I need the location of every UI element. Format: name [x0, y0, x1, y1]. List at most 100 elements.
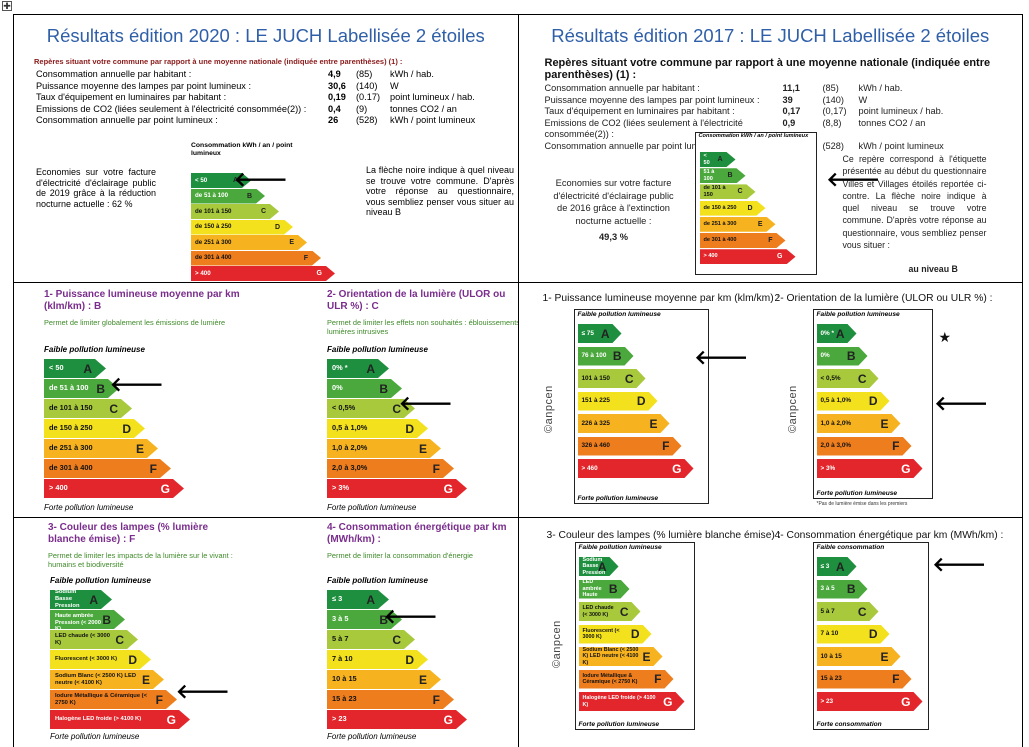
scale-bar-letter: D: [868, 627, 878, 641]
stat-unit: tonnes CO2 / an: [858, 117, 926, 128]
q4-2017-scale: Faible consommation Forte consommation ≤…: [812, 542, 929, 730]
scale-bar-label: > 23: [820, 697, 834, 705]
economies-2017: Economies sur votre facture d'électricit…: [551, 177, 677, 244]
scale-bar-label: de 251 à 300: [49, 443, 93, 453]
scale-bar-label: Sodium LED ambrée Haute Pression: [582, 579, 606, 605]
scale-bar-e: de 251 à 300 E: [44, 439, 158, 458]
scale-bar-a: < 50 A: [700, 152, 736, 167]
scale-bar-letter: D: [405, 652, 414, 667]
stat-label: Consommation annuelle par habitant :: [36, 69, 192, 79]
q4-2020-faible: Faible pollution lumineuse: [327, 576, 428, 585]
scale-bar-letter: B: [846, 349, 856, 363]
scale-bar-label: 5 à 7: [332, 634, 349, 644]
scale-bar-label: Sodium Basse Pression: [582, 556, 606, 576]
q1-2020-forte: Forte pollution lumineuse: [44, 503, 134, 512]
scale-bar-label: Iodure Métallique & Céramique (< 2750 K): [55, 692, 147, 706]
q1-2020-title: 1- Puissance lumineuse moyenne par km (k…: [44, 289, 240, 312]
stat-value: 26: [328, 115, 339, 125]
scale-bar-label: 3 à 5: [820, 585, 835, 593]
scale-bar-g: Halogène LED froide (> 4100 K) G: [579, 692, 685, 711]
stat-value: 0,19: [328, 92, 346, 102]
arrow-left-icon: 🡐: [176, 681, 230, 703]
q4-2017-forte: Forte consommation: [816, 721, 882, 728]
title-2017: Résultats édition 2017 : LE JUCH Labelli…: [551, 25, 990, 46]
move-handle-icon[interactable]: ✚: [2, 1, 12, 11]
scale-bar-g: > 460 G: [578, 459, 694, 478]
scale-bar-letter: A: [89, 592, 98, 607]
scale-bar-b: 76 à 100 B: [578, 347, 634, 366]
scale-bar-d: de 150 à 250 D: [191, 220, 293, 235]
scale-bar-d: Fluorescent (< 3000 K) D: [50, 650, 151, 669]
star-icon: ★: [938, 329, 952, 345]
scale-bar-letter: F: [768, 237, 773, 244]
scale-bar-a: ≤ 75 A: [578, 324, 622, 343]
stat-unit: kWh / point lumineux: [390, 115, 476, 125]
scale-bar-letter: G: [443, 712, 453, 727]
scale-bar-letter: A: [232, 177, 238, 184]
q3-2020-faible: Faible pollution lumineuse: [50, 576, 151, 585]
stat-value: 0,4: [328, 103, 341, 114]
scale-bar-label: de 301 à 400: [195, 254, 232, 262]
scale-bar-label: 0,5 à 1,0%: [332, 423, 368, 433]
stat-value: 39: [782, 94, 793, 105]
scale-bar-d: 7 à 10 D: [817, 625, 890, 644]
q4-2020-forte: Forte pollution lumineuse: [327, 732, 417, 741]
scale-bar-label: 7 à 10: [332, 654, 353, 664]
stats-header-2020: Repères situant votre commune par rappor…: [34, 57, 403, 66]
scale-bar-label: LED chaude (< 3000 K): [55, 632, 110, 646]
scale-bar-label: de 150 à 250: [49, 423, 93, 433]
scale-bar-a: ≤ 3 A: [817, 557, 857, 576]
cell-2017-q1-q2: 1- Puissance lumineuse moyenne par km (k…: [517, 282, 1023, 518]
scale-bar-letter: G: [901, 461, 911, 476]
q4-2020-title: 4- Consommation énergétique par km (MWh/…: [327, 522, 507, 545]
scale-bar-label: de 51 à 100: [195, 192, 229, 200]
scale-bar-letter: G: [663, 694, 673, 709]
scale-bar-letter: A: [835, 326, 845, 341]
q1-2017-forte: Forte pollution lumineuse: [577, 495, 659, 502]
scale-bar-label: 0%: [332, 383, 343, 393]
scale-bar-label: > 460: [581, 464, 598, 472]
scale-bar-label: de 301 à 400: [49, 463, 93, 473]
arrow-left-icon: 🡐: [384, 606, 438, 628]
scale-bar-a: 0% * A: [817, 324, 857, 343]
scale-bar-label: > 400: [703, 253, 718, 260]
scale-bar-letter: B: [379, 612, 388, 627]
scale-bar-c: 5 à 7 C: [327, 630, 415, 649]
scale-bar-letter: A: [366, 592, 375, 607]
stat-unit: tonnes CO2 / an: [390, 103, 457, 114]
energy-scale-2017: Consommation kWh / an / point lumineux <…: [694, 132, 817, 275]
scale-bar-letter: F: [149, 461, 157, 476]
scale-bar-label: 0% *: [820, 329, 834, 337]
scale-bar-letter: C: [115, 632, 124, 647]
q3-2020-title: 3- Couleur des lampes (% lumière blanche…: [48, 522, 209, 545]
note-2017: Ce repère correspond à l'étiquette prése…: [842, 154, 987, 251]
stat-value: 30,6: [328, 80, 346, 91]
scale-bar-letter: C: [737, 188, 743, 196]
scale-bar-g: > 23 G: [817, 692, 923, 711]
scale-bar-c: de 101 à 150 C: [44, 399, 132, 418]
scale-bar-letter: E: [418, 441, 427, 456]
q1-2020: 1- Puissance lumineuse moyenne par km (k…: [44, 289, 244, 327]
scale-bar-d: de 150 à 250 D: [44, 419, 145, 438]
scale-bar-letter: G: [672, 461, 682, 476]
q3-2017-title: 3- Couleur des lampes (% lumière blanche…: [546, 530, 781, 541]
arrow-left-icon: 🡐: [934, 393, 989, 415]
q3-2017-scale: Faible pollution lumineuse Forte polluti…: [574, 542, 695, 730]
scale-bar-d: 0,5 à 1,0% D: [327, 419, 428, 438]
scale-bar-g: > 400 G: [44, 479, 184, 498]
scale-bar-label: < 50: [49, 363, 64, 373]
q3-2017-forte: Forte pollution lumineuse: [578, 721, 660, 728]
scale-bar-label: de 150 à 250: [195, 223, 232, 231]
scale-bar-label: LED chaude (< 3000 K): [582, 605, 614, 618]
scale-bar-a: 0% * A: [327, 359, 389, 378]
scale-bar-f: 15 à 23 F: [327, 690, 454, 709]
scale-bar-e: Sodium Blanc (< 2500 K) LED neutre (< 41…: [579, 647, 663, 666]
stat-value: 4,9: [328, 69, 341, 79]
scale-bar-letter: C: [109, 401, 118, 416]
scale-bar-letter: A: [597, 559, 607, 574]
q3-2020-sub: Permet de limiter les impacts de la lumi…: [48, 551, 233, 569]
scale-bar-letter: B: [102, 612, 111, 627]
stat-unit: kWh / hab.: [858, 83, 903, 93]
scale-bar-d: 0,5 à 1,0% D: [817, 392, 890, 411]
